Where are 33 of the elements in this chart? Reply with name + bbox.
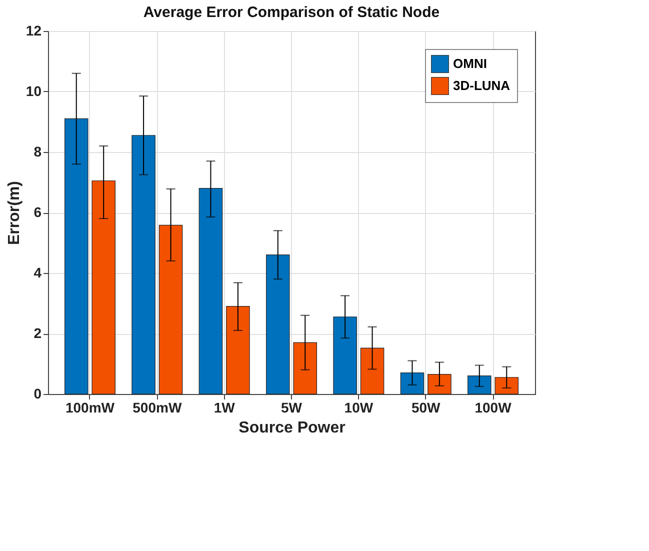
bar — [360, 348, 384, 394]
x-tick-label: 10W — [344, 400, 374, 416]
y-axis-title: Error(m) — [6, 180, 23, 246]
x-tick-label: 1W — [214, 400, 236, 416]
bar — [226, 306, 250, 394]
x-tick-label: 100W — [474, 400, 512, 416]
x-tick-label: 100mW — [65, 400, 116, 416]
x-tick-label: 500mW — [132, 400, 182, 416]
bar — [468, 376, 492, 394]
x-tick-label: 5W — [281, 400, 303, 416]
bar — [333, 316, 357, 394]
legend-label: 3D-LUNA — [453, 78, 511, 93]
bar — [158, 224, 183, 394]
bar — [92, 180, 116, 394]
y-tick-label: 10 — [26, 83, 42, 99]
x-tick-label: 50W — [411, 400, 442, 416]
y-tick-label: 8 — [34, 144, 42, 160]
bar — [400, 372, 424, 394]
bar — [64, 118, 88, 394]
y-tick-label: 0 — [34, 386, 42, 402]
bar — [132, 135, 156, 394]
legend-label: OMNI — [453, 56, 487, 71]
bar — [494, 377, 519, 394]
y-tick-label: 6 — [34, 204, 42, 220]
bar — [266, 254, 290, 394]
bar — [198, 188, 223, 394]
y-tick-label: 2 — [34, 325, 42, 341]
y-tick-label: 4 — [34, 264, 42, 280]
x-axis-title: Source Power — [238, 420, 346, 436]
bar — [293, 342, 317, 394]
y-tick-label: 12 — [26, 22, 42, 38]
bar — [428, 374, 452, 394]
chart-title: Average Error Comparison of Static Node — [143, 4, 440, 21]
